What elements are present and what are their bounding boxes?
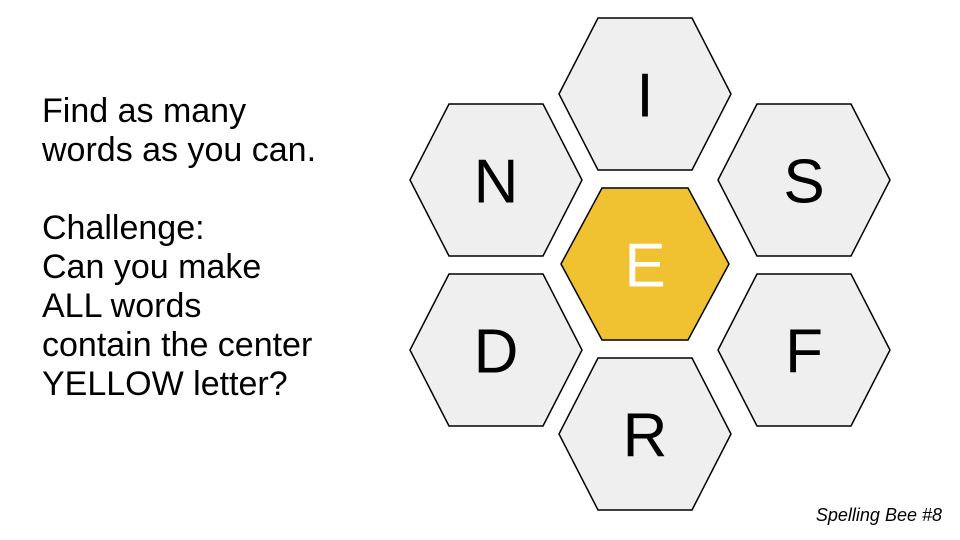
hex-cell-upper-left[interactable]: N — [409, 103, 583, 257]
instruction-line: Find as many — [42, 92, 247, 130]
instruction-line: words as you can. — [42, 131, 317, 169]
challenge-line: contain the center — [42, 326, 313, 364]
hex-upper-left — [409, 103, 583, 257]
hex-cell-lower-left[interactable]: D — [409, 273, 583, 427]
challenge-line: Challenge: — [42, 209, 205, 247]
hex-bottom — [558, 357, 732, 511]
hex-letter-top: I — [636, 62, 653, 131]
hex-top — [558, 17, 732, 171]
hex-letter-lower-right: F — [785, 318, 823, 387]
challenge-line: Can you make — [42, 248, 262, 286]
challenge-line: YELLOW letter? — [42, 365, 288, 403]
hex-lower-right — [717, 273, 891, 427]
hex-cell-lower-right[interactable]: F — [717, 273, 891, 427]
hex-letter-lower-left: D — [474, 318, 519, 387]
hex-letter-bottom: R — [623, 402, 668, 471]
hex-letter-upper-left: N — [474, 148, 519, 217]
challenge-line: ALL words — [42, 287, 202, 325]
hex-cell-upper-right[interactable]: S — [717, 103, 891, 257]
hex-cell-center[interactable]: E — [560, 187, 730, 341]
puzzle-caption: Spelling Bee #8 — [815, 505, 942, 525]
instructions-text: Find as many words as you can. Challenge… — [42, 92, 372, 404]
hex-cell-bottom[interactable]: R — [558, 357, 732, 511]
hex-letter-upper-right: S — [783, 148, 824, 217]
hex-upper-right — [717, 103, 891, 257]
hex-lower-left — [409, 273, 583, 427]
hex-center — [560, 187, 730, 341]
hex-letter-center: E — [624, 232, 665, 301]
hex-cell-top[interactable]: I — [558, 17, 732, 171]
